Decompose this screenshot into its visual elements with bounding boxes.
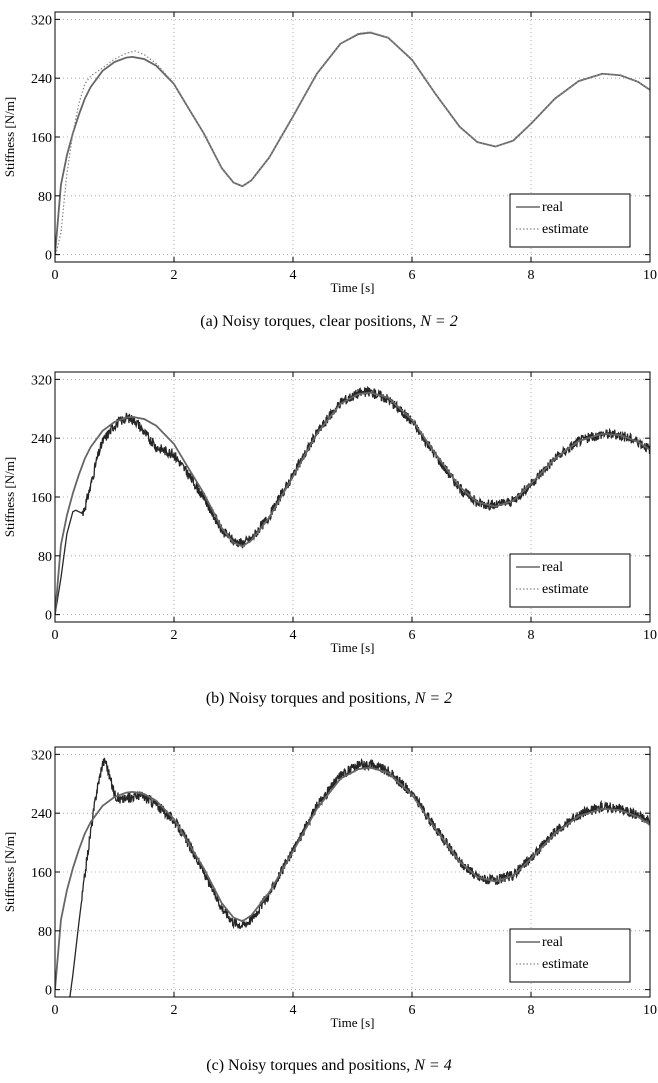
- y-axis-label: Stiffness [N/m]: [2, 832, 17, 912]
- caption-c-text: (c) Noisy torques and positions,: [206, 1057, 411, 1074]
- y-tick-label: 320: [31, 748, 52, 763]
- series-line-real: [55, 766, 650, 990]
- x-axis-label: Time [s]: [331, 640, 375, 655]
- x-tick-label: 10: [643, 628, 657, 643]
- y-tick-label: 160: [31, 131, 52, 146]
- x-axis-label: Time [s]: [331, 280, 375, 295]
- legend-label-real: real: [542, 200, 563, 215]
- caption-a: (a) Noisy torques, clear positions, N = …: [0, 313, 658, 331]
- x-tick-label: 8: [528, 268, 535, 283]
- y-tick-label: 80: [38, 925, 52, 940]
- chart-b: 0 2 4 6 8 10 0 80 160 240 320 Time [s] Stiffness [N/…: [2, 371, 657, 655]
- x-tick-label: 2: [171, 1003, 178, 1018]
- series-line-real: [55, 31, 650, 255]
- y-tick-label: 0: [45, 984, 52, 999]
- chart-a: 0 2 4 6 8 10 0 80 160 240 320 Time [s] Stiffness [N/…: [2, 11, 657, 295]
- x-tick-label: 0: [52, 268, 59, 283]
- caption-a-n: N = 2: [420, 313, 458, 330]
- legend: real estimate: [509, 928, 631, 983]
- y-tick-label: 240: [31, 807, 52, 822]
- x-tick-label: 10: [643, 268, 657, 283]
- x-tick-label: 4: [290, 628, 297, 643]
- y-axis-label: Stiffness [N/m]: [2, 457, 17, 537]
- caption-c: (c) Noisy torques and positions, N = 4: [0, 1057, 658, 1075]
- x-tick-label: 8: [528, 628, 535, 643]
- y-tick-label: 80: [38, 190, 52, 205]
- legend-label-estimate: estimate: [542, 222, 589, 237]
- y-tick-label: 320: [31, 373, 52, 388]
- series-group: [55, 757, 650, 997]
- caption-b-n: N = 2: [414, 690, 453, 707]
- x-tick-label: 4: [290, 1003, 297, 1018]
- y-axis-label: Stiffness [N/m]: [2, 97, 17, 177]
- legend: real estimate: [509, 553, 631, 608]
- y-tick-label: 160: [31, 866, 52, 881]
- series-line-estimate: [69, 757, 650, 997]
- chart-panel-c: 0 2 4 6 8 10 0 80 160 240 320 Time [s] Stiffness [N/…: [0, 735, 658, 1045]
- legend-label-estimate: estimate: [542, 957, 589, 972]
- y-tick-label: 240: [31, 72, 52, 87]
- caption-a-text: (a) Noisy torques, clear positions,: [200, 313, 417, 330]
- caption-b-text: (b) Noisy torques and positions,: [205, 690, 411, 707]
- series-group: [55, 385, 650, 615]
- x-tick-label: 0: [52, 628, 59, 643]
- x-tick-label: 8: [528, 1003, 535, 1018]
- x-tick-label: 0: [52, 1003, 59, 1018]
- y-tick-label: 160: [31, 491, 52, 506]
- legend: real estimate: [509, 193, 631, 248]
- x-tick-label: 6: [409, 268, 416, 283]
- x-tick-label: 10: [643, 1003, 657, 1018]
- x-tick-label: 2: [171, 268, 178, 283]
- legend-label-estimate: estimate: [542, 582, 589, 597]
- chart-c: 0 2 4 6 8 10 0 80 160 240 320 Time [s] Stiffness [N/…: [2, 746, 657, 1030]
- chart-panel-a: 0 2 4 6 8 10 0 80 160 240 320 Time [s] Stiffness [N/…: [0, 0, 658, 310]
- caption-c-n: N = 4: [414, 1057, 452, 1074]
- x-tick-label: 6: [409, 1003, 416, 1018]
- series-group: [55, 31, 650, 259]
- y-tick-label: 0: [45, 609, 52, 624]
- chart-panel-b: 0 2 4 6 8 10 0 80 160 240 320 Time [s] Stiffness [N/…: [0, 360, 658, 670]
- legend-box: [509, 193, 631, 248]
- x-axis-label: Time [s]: [331, 1015, 375, 1030]
- x-tick-label: 2: [171, 628, 178, 643]
- x-tick-label: 4: [290, 268, 297, 283]
- legend-label-real: real: [542, 935, 563, 950]
- legend-box: [509, 928, 631, 983]
- y-tick-label: 320: [31, 13, 52, 28]
- series-line-real: [55, 391, 650, 615]
- legend-label-real: real: [542, 560, 563, 575]
- legend-box: [509, 553, 631, 608]
- y-tick-label: 0: [45, 249, 52, 264]
- caption-b: (b) Noisy torques and positions, N = 2: [0, 690, 658, 708]
- x-tick-label: 6: [409, 628, 416, 643]
- y-tick-label: 240: [31, 432, 52, 447]
- y-tick-label: 80: [38, 550, 52, 565]
